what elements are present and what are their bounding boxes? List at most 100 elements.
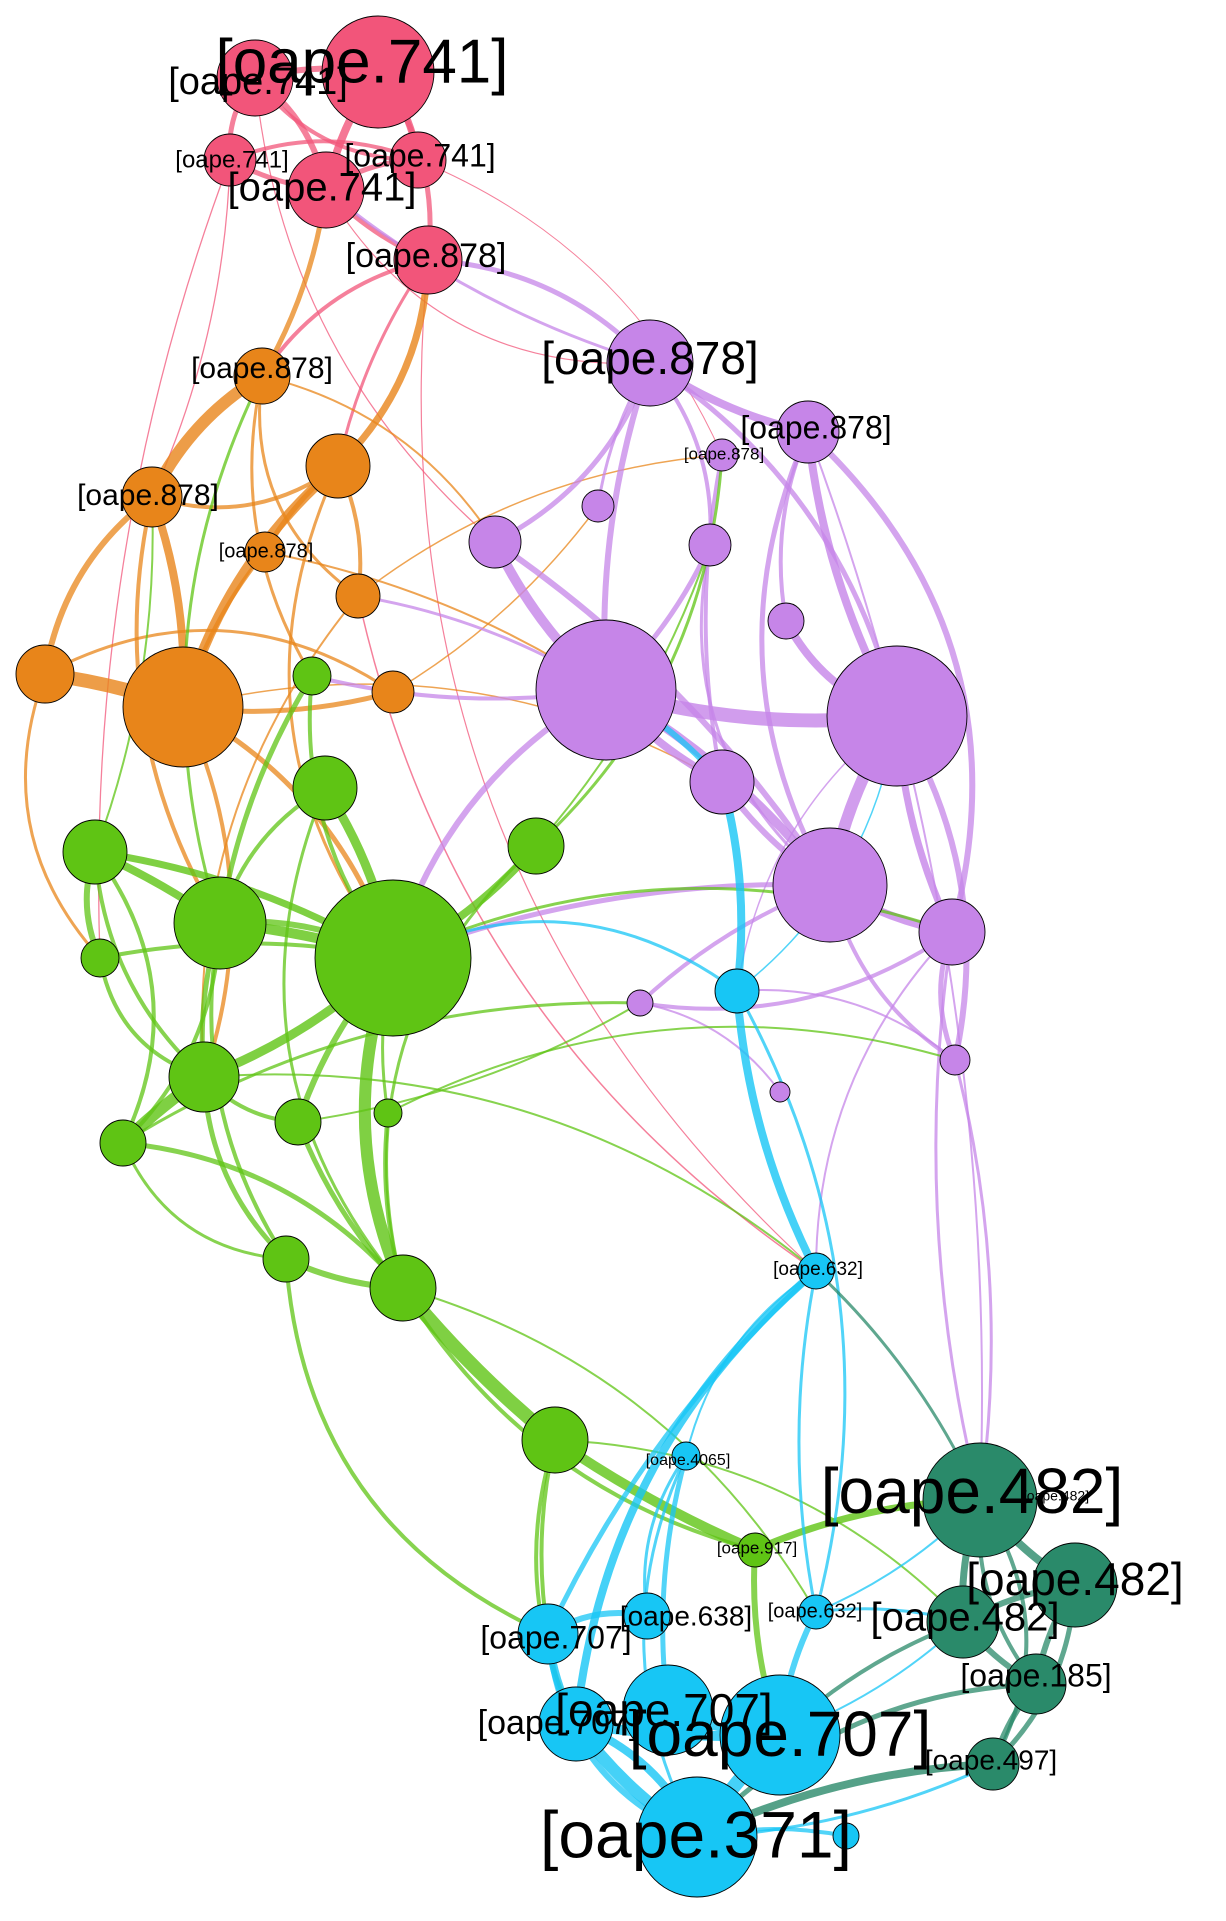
node-label-t1: [oape.482]	[821, 1455, 1124, 1527]
edge-p3-o2	[151, 159, 231, 498]
node-g5[interactable]	[173, 876, 267, 970]
node-label-g22: [oape.917]	[717, 1538, 797, 1557]
node-u9[interactable]	[826, 645, 968, 787]
node-label-t4: [oape.185]	[960, 1657, 1111, 1693]
node-u11[interactable]	[772, 827, 888, 943]
node-o7[interactable]	[122, 646, 244, 768]
node-u2[interactable]	[776, 400, 840, 464]
edge-u15-u13	[639, 1002, 781, 1093]
node-p5[interactable]	[287, 151, 365, 229]
node-c9[interactable]	[719, 1674, 841, 1796]
node-label-p5: [oape.741]	[227, 166, 416, 210]
node-t5[interactable]	[966, 1737, 1020, 1791]
node-g8[interactable]	[168, 1041, 240, 1113]
node-g9[interactable]	[274, 1098, 322, 1146]
node-u10[interactable]	[689, 749, 755, 815]
node-label-o2: [oape.878]	[77, 479, 219, 512]
node-t2[interactable]	[1032, 1542, 1118, 1628]
node-u12[interactable]	[918, 898, 986, 966]
node-g22[interactable]	[737, 1532, 773, 1568]
node-o4[interactable]	[244, 531, 286, 573]
nodes-layer	[15, 15, 1118, 1898]
node-u14[interactable]	[939, 1044, 971, 1076]
node-label-p3: [oape.741]	[175, 146, 288, 173]
node-label-p6: [oape.878]	[346, 237, 507, 275]
node-g14[interactable]	[521, 1406, 589, 1474]
node-c11[interactable]	[832, 1822, 860, 1850]
edge-o1-o5	[258, 374, 360, 598]
node-label-p1: [oape.741]	[215, 27, 508, 96]
edge-p2-u5	[254, 77, 496, 543]
node-g2[interactable]	[292, 755, 358, 821]
node-o5[interactable]	[335, 573, 381, 619]
node-o2[interactable]	[121, 466, 183, 528]
edge-u3-u10	[703, 453, 724, 784]
node-o1[interactable]	[233, 347, 291, 405]
node-label-c7: [oape.707]	[555, 1684, 772, 1736]
node-g7[interactable]	[80, 938, 120, 978]
node-t3[interactable]	[926, 1585, 1000, 1659]
node-g3[interactable]	[62, 819, 128, 885]
node-label-c9: [oape.707]	[629, 1698, 932, 1770]
node-g12[interactable]	[262, 1235, 310, 1283]
node-c2[interactable]	[797, 1252, 835, 1290]
node-u6[interactable]	[688, 523, 732, 567]
node-label-t2: [oape.482]	[966, 1553, 1183, 1605]
node-u1[interactable]	[606, 319, 694, 407]
node-o6[interactable]	[15, 644, 75, 704]
node-u5[interactable]	[468, 515, 522, 569]
edge-p5-u1	[325, 189, 651, 365]
labels-layer: [oape.741][oape.741][oape.741] [oape.741]…	[77, 27, 1184, 1871]
node-u7[interactable]	[767, 602, 805, 640]
edge-p6-c2	[420, 259, 817, 1272]
node-o3[interactable]	[305, 433, 371, 499]
node-c3[interactable]	[671, 1441, 701, 1471]
node-g6[interactable]	[314, 879, 472, 1037]
edge-p4-u3	[417, 159, 723, 456]
node-p4[interactable]	[389, 131, 447, 189]
node-g10[interactable]	[373, 1098, 403, 1128]
edge-g12-c6	[284, 1257, 550, 1636]
edge-c2-c8	[572, 1267, 820, 1728]
edge-g9-u13	[297, 1002, 641, 1123]
node-p2[interactable]	[216, 39, 294, 117]
node-label-p4: [oape.741]	[344, 137, 495, 173]
node-p3[interactable]	[203, 133, 257, 187]
node-p1[interactable]	[321, 15, 435, 129]
edge-o1-u5	[261, 375, 496, 543]
node-t1[interactable]	[922, 1442, 1038, 1558]
node-u4[interactable]	[581, 489, 615, 523]
node-g4[interactable]	[507, 817, 565, 875]
node-label-c6: [oape.707]	[478, 1704, 639, 1742]
edge-g10-u14	[387, 1025, 956, 1114]
node-t4[interactable]	[1005, 1653, 1067, 1715]
node-label-c4: [oape.632]	[768, 1600, 863, 1622]
edge-u5-u11	[492, 539, 833, 888]
node-c4[interactable]	[623, 1592, 671, 1640]
edge-g14-t3	[554, 1439, 964, 1623]
edge-g3-g11	[93, 850, 156, 1145]
node-label-c1: [oape.632]	[773, 1259, 863, 1280]
node-c7[interactable]	[622, 1664, 714, 1756]
edge-u14-t1	[953, 1058, 993, 1502]
edge-g5-o1	[182, 374, 264, 925]
node-g13[interactable]	[369, 1254, 437, 1322]
node-u13[interactable]	[626, 989, 654, 1017]
node-o8[interactable]	[371, 670, 415, 714]
node-label-u2: [oape.878]	[740, 409, 891, 445]
node-u15[interactable]	[769, 1081, 791, 1103]
node-c1[interactable]	[714, 968, 760, 1014]
edge-o5-u3	[357, 454, 723, 597]
node-c5[interactable]	[798, 1594, 834, 1630]
node-u8[interactable]	[535, 619, 677, 761]
node-c10[interactable]	[636, 1776, 758, 1898]
node-p6[interactable]	[393, 225, 463, 295]
node-g11[interactable]	[99, 1119, 147, 1167]
node-label-t5: [oape.497]	[925, 1744, 1057, 1775]
edge-o8-u4	[392, 505, 599, 693]
node-g1[interactable]	[292, 656, 332, 696]
node-c6[interactable]	[517, 1603, 579, 1665]
node-u3[interactable]	[705, 438, 739, 472]
node-c8[interactable]	[538, 1686, 614, 1762]
